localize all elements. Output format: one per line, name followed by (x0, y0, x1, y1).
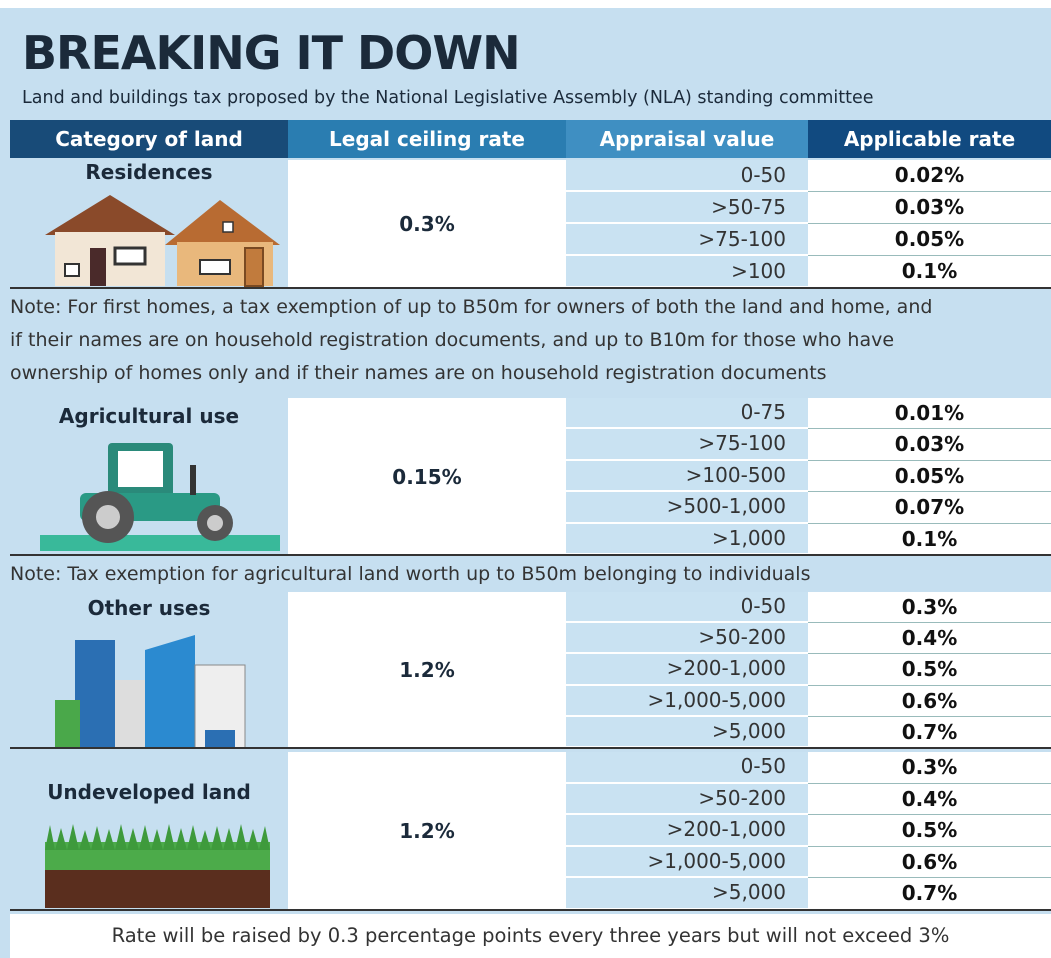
appraisal-value: 0-50 (566, 592, 808, 623)
houses-icon (35, 190, 285, 288)
category-label: Residences (10, 160, 288, 184)
applicable-rate: 0.07% (808, 492, 1051, 523)
note-line: if their names are on household registra… (10, 325, 894, 355)
appraisal-value: >5,000 (566, 717, 808, 748)
applicable-rate: 0.05% (808, 461, 1051, 492)
appraisal-value: >50-200 (566, 784, 808, 816)
appraisal-value: >5,000 (566, 878, 808, 910)
category-label: Undeveloped land (10, 780, 288, 804)
applicable-rate: 0.05% (808, 224, 1051, 256)
appraisal-value: >1,000-5,000 (566, 847, 808, 879)
appraisal-value: 0-50 (566, 752, 808, 784)
applicable-rate: 0.1% (808, 524, 1051, 555)
applicable-rate: 0.6% (808, 686, 1051, 717)
note-line: ownership of homes only and if their nam… (10, 358, 827, 388)
ceiling-rate: 0.3% (288, 160, 566, 288)
appraisal-value: >75-100 (566, 224, 808, 256)
column-header: Appraisal value (566, 120, 808, 158)
applicable-rate: 0.6% (808, 847, 1051, 879)
column-header: Category of land (10, 120, 288, 158)
appraisal-value: >1,000-5,000 (566, 686, 808, 717)
applicable-rate: 0.03% (808, 429, 1051, 460)
column-header: Applicable rate (808, 120, 1051, 158)
appraisal-value: >75-100 (566, 429, 808, 460)
ceiling-rate: 1.2% (288, 592, 566, 748)
applicable-rate: 0.4% (808, 784, 1051, 816)
page: BREAKING IT DOWN Land and buildings tax … (0, 0, 1051, 958)
section-divider (10, 554, 1051, 556)
applicable-rate: 0.4% (808, 623, 1051, 654)
subtitle: Land and buildings tax proposed by the N… (22, 88, 1051, 108)
appraisal-value: >50-200 (566, 623, 808, 654)
section-divider (10, 747, 1051, 749)
note-line: Note: Tax exemption for agricultural lan… (10, 559, 811, 589)
applicable-rate: 0.7% (808, 878, 1051, 910)
tractor-icon (40, 435, 280, 555)
grass-icon (45, 820, 270, 910)
appraisal-value: 0-75 (566, 398, 808, 429)
footer: Rate will be raised by 0.3 percentage po… (10, 914, 1051, 958)
appraisal-value: >100 (566, 256, 808, 288)
appraisal-value: >200-1,000 (566, 654, 808, 685)
category-label: Other uses (10, 596, 288, 620)
ceiling-rate: 0.15% (288, 398, 566, 555)
applicable-rate: 0.02% (808, 160, 1051, 192)
section-divider (10, 909, 1051, 911)
applicable-rate: 0.7% (808, 717, 1051, 748)
appraisal-value: 0-50 (566, 160, 808, 192)
appraisal-value: >1,000 (566, 524, 808, 555)
section-divider (10, 287, 1051, 289)
applicable-rate: 0.5% (808, 815, 1051, 847)
column-header: Legal ceiling rate (288, 120, 566, 158)
applicable-rate: 0.1% (808, 256, 1051, 288)
note-line: Note: For first homes, a tax exemption o… (10, 292, 932, 322)
buildings-icon (55, 630, 255, 748)
appraisal-value: >50-75 (566, 192, 808, 224)
category-label: Agricultural use (10, 404, 288, 428)
applicable-rate: 0.03% (808, 192, 1051, 224)
applicable-rate: 0.3% (808, 752, 1051, 784)
title: BREAKING IT DOWN (22, 26, 520, 80)
applicable-rate: 0.01% (808, 398, 1051, 429)
ceiling-rate: 1.2% (288, 752, 566, 910)
appraisal-value: >200-1,000 (566, 815, 808, 847)
applicable-rate: 0.5% (808, 654, 1051, 685)
applicable-rate: 0.3% (808, 592, 1051, 623)
appraisal-value: >100-500 (566, 461, 808, 492)
appraisal-value: >500-1,000 (566, 492, 808, 523)
